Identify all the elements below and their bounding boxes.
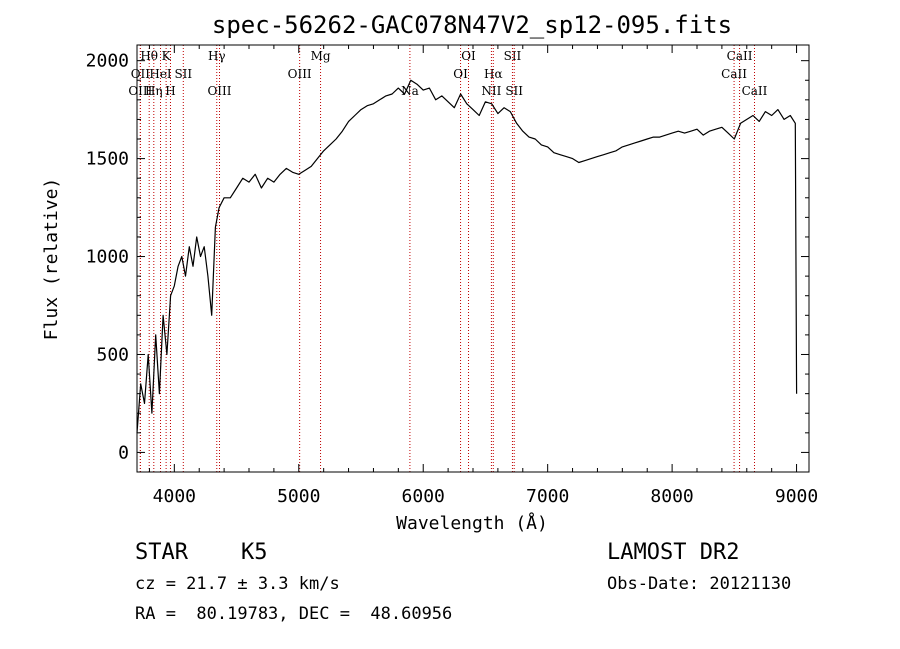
spectral-line-label: OIII <box>288 67 312 81</box>
chart-marks: Hθ OII OIII K HeI Hη SII H Hγ OIII OIII Mg Na OI OI Hα N… <box>128 45 798 472</box>
spectral-line-label: OII <box>131 67 151 81</box>
y-axis: 0 500 1000 1500 2000 <box>86 51 809 463</box>
spectral-line-label: SII <box>504 49 522 63</box>
x-axis: 4000 5000 6000 7000 8000 9000 <box>148 45 818 507</box>
x-tick-label: 6000 <box>402 486 445 507</box>
spectral-line-label: SII <box>505 84 523 98</box>
spectrum-line <box>136 79 798 433</box>
observation-date: Obs-Date: 20121130 <box>607 574 792 594</box>
x-tick-label: 5000 <box>277 486 320 507</box>
y-tick-label: 1000 <box>86 247 129 268</box>
object-subclass: K5 <box>241 540 268 565</box>
spectral-line-label: CaII <box>727 49 753 63</box>
spectral-line-label: Hη <box>145 84 163 98</box>
spectral-line-label: HeI <box>149 67 172 81</box>
spectral-line-label: OI <box>453 67 468 81</box>
survey-name: LAMOST DR2 <box>607 540 740 565</box>
spectral-line-label: Hα <box>484 67 503 81</box>
spectral-line-label: OIII <box>128 84 152 98</box>
spectral-line-label: H <box>165 84 175 98</box>
x-tick-label: 4000 <box>153 486 196 507</box>
spectral-line-label: Hγ <box>208 49 226 63</box>
y-tick-label: 500 <box>96 344 129 365</box>
redshift-text: cz = 21.7 ± 3.3 km/s <box>135 574 340 594</box>
coordinates-text: RA = 80.19783, DEC = 48.60956 <box>135 604 453 624</box>
spectral-line-label: OI <box>461 49 476 63</box>
y-axis-label: Flux (relative) <box>41 178 62 341</box>
x-tick-label: 8000 <box>650 486 693 507</box>
spectrum-chart: spec-56262-GAC078N47V2_sp12-095.fits Hθ O… <box>41 11 818 534</box>
spectral-line-label: SII <box>174 67 192 81</box>
chart-title: spec-56262-GAC078N47V2_sp12-095.fits <box>212 11 732 39</box>
y-tick-label: 1500 <box>86 149 129 170</box>
spectral-line-label: K <box>162 49 172 63</box>
spectral-line-label: Na <box>401 84 419 98</box>
y-tick-label: 0 <box>118 442 129 463</box>
x-tick-label: 7000 <box>526 486 569 507</box>
spectral-line-label: Hθ <box>140 49 158 63</box>
spectral-line-label: Mg <box>311 49 331 63</box>
spectral-line-label: CaII <box>721 67 747 81</box>
spectral-line-label: OIII <box>207 84 231 98</box>
spectral-line-label: CaII <box>742 84 768 98</box>
y-tick-label: 2000 <box>86 51 129 72</box>
x-tick-label: 9000 <box>775 486 818 507</box>
x-axis-label: Wavelength (Å) <box>396 512 548 534</box>
object-class: STAR <box>135 540 188 565</box>
spectral-line-label: NII <box>481 84 501 98</box>
